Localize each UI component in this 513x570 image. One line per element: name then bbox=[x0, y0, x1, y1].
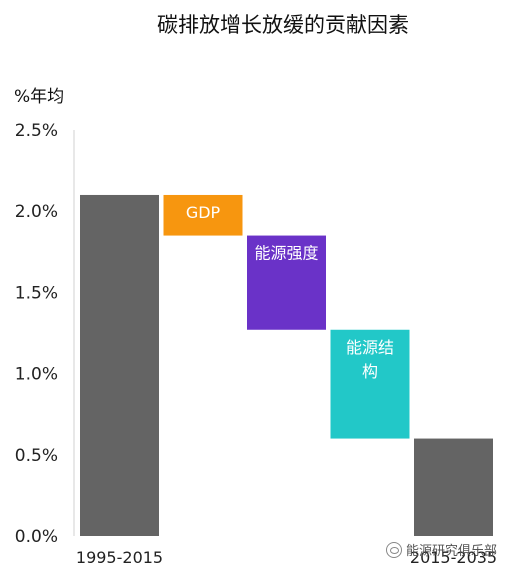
bar-label: GDP bbox=[186, 203, 221, 222]
y-tick-label: 2.0% bbox=[15, 202, 58, 222]
y-axis-ticks: 0.0% 0.5% 1.0% 1.5% 2.0% 2.5% bbox=[15, 121, 58, 547]
watermark: 能源研究俱乐部 bbox=[386, 540, 497, 559]
y-tick-label: 0.0% bbox=[15, 527, 58, 547]
y-tick-label: 2.5% bbox=[15, 121, 58, 141]
y-tick-label: 1.0% bbox=[15, 365, 58, 385]
bar bbox=[80, 194, 159, 536]
chart-title: 碳排放增长放缓的贡献因素 bbox=[157, 13, 409, 37]
watermark-text: 能源研究俱乐部 bbox=[406, 544, 498, 559]
bar-label: 能源结构 bbox=[346, 338, 394, 381]
bar bbox=[163, 194, 243, 236]
bar bbox=[414, 438, 493, 536]
bar bbox=[247, 235, 326, 330]
y-tick-label: 0.5% bbox=[15, 446, 58, 466]
wechat-icon bbox=[386, 541, 402, 558]
category-labels: 1995-2015 2015-2035 bbox=[76, 548, 497, 567]
category-label: 2015-2035 bbox=[410, 548, 497, 567]
category-label: 1995-2015 bbox=[76, 548, 163, 567]
bar-label: 能源强度 bbox=[254, 244, 318, 263]
bar bbox=[330, 329, 410, 439]
y-axis-unit-label: %年均 bbox=[14, 87, 64, 107]
y-tick-label: 1.5% bbox=[15, 283, 58, 303]
